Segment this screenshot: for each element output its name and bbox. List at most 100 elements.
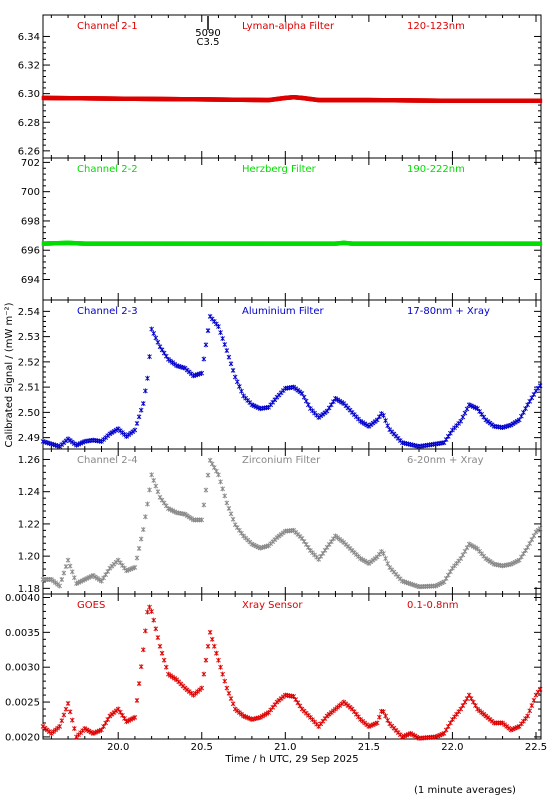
data-point <box>260 713 265 719</box>
data-point <box>136 545 142 551</box>
data-point <box>228 361 234 367</box>
x-tick-label: 22.5 <box>525 742 547 753</box>
data-point <box>188 515 194 521</box>
data-point <box>115 706 121 712</box>
panel-3: 2.49 2.50 2.51 2.52 2.53 2.54 Channel 2-3 Alumi… <box>18 299 543 450</box>
data-point <box>201 356 207 362</box>
filter-label: Herzberg Filter <box>242 164 317 175</box>
data-point <box>159 497 165 503</box>
data-point <box>414 734 420 740</box>
data-point <box>97 577 102 583</box>
data-series <box>40 313 543 449</box>
data-point <box>147 487 152 493</box>
panel-frame <box>42 299 542 450</box>
data-point <box>145 501 150 507</box>
data-point <box>328 402 334 408</box>
data-point <box>523 406 528 412</box>
y-tick-label: 2.52 <box>18 357 40 368</box>
data-point <box>122 715 127 721</box>
data-point <box>383 713 388 719</box>
y-tick-label: 1.20 <box>18 552 40 563</box>
data-point <box>157 494 163 500</box>
data-point <box>69 717 75 723</box>
data-point <box>143 388 148 394</box>
y-tick-label: 702 <box>21 158 40 169</box>
panel-frame <box>42 448 542 595</box>
y-tick-label: 0.0030 <box>5 663 40 674</box>
data-point <box>59 718 65 724</box>
band-label: 0.1-0.8nm <box>407 600 459 611</box>
data-point <box>67 709 73 715</box>
data-point <box>257 714 263 720</box>
y-tick-label: 6.28 <box>18 118 40 129</box>
data-point <box>226 505 232 511</box>
data-point <box>145 609 150 615</box>
data-point <box>140 647 146 653</box>
y-tick-label: 0.0020 <box>5 732 40 743</box>
data-point <box>201 502 207 508</box>
data-point <box>460 414 466 420</box>
data-point <box>143 628 148 634</box>
y-tick-label: 2.50 <box>18 408 40 419</box>
data-point <box>134 697 140 703</box>
data-point <box>462 548 468 554</box>
data-point <box>318 553 324 559</box>
data-point <box>220 671 225 677</box>
y-tick-label: 0.0035 <box>5 628 40 639</box>
data-series <box>40 604 543 741</box>
data-point <box>57 723 63 729</box>
band-label: 190-222nm <box>407 164 465 175</box>
event-number: 5090 <box>195 28 220 39</box>
data-point <box>460 552 466 558</box>
data-point <box>364 422 370 428</box>
data-point <box>224 348 230 354</box>
data-point <box>462 410 468 416</box>
data-point <box>94 575 100 581</box>
data-point <box>299 535 305 541</box>
data-point <box>448 430 453 436</box>
data-point <box>305 402 311 408</box>
data-point <box>170 674 175 680</box>
data-point <box>539 241 543 246</box>
y-tick-label: 1.24 <box>18 487 40 498</box>
data-point <box>205 643 211 649</box>
data-point <box>381 412 386 418</box>
data-point <box>234 525 240 531</box>
data-point <box>163 664 169 670</box>
flare-event-marker: 5090 C3.5 <box>195 16 221 48</box>
data-point <box>531 533 537 539</box>
data-point <box>358 418 363 424</box>
data-point <box>72 575 77 581</box>
filter-label: Aluminium Filter <box>242 306 325 317</box>
data-point <box>464 406 470 412</box>
data-point <box>90 572 96 578</box>
data-point <box>84 727 90 733</box>
data-point <box>92 574 98 580</box>
data-point <box>464 545 470 551</box>
y-tick-label: 698 <box>21 216 40 227</box>
data-point <box>149 472 154 478</box>
data-point <box>293 697 299 703</box>
data-point <box>383 556 388 562</box>
data-point <box>228 511 234 517</box>
data-point <box>222 493 228 499</box>
data-point <box>527 708 533 714</box>
data-point <box>161 500 167 506</box>
y-tick-label: 696 <box>21 246 40 257</box>
data-point <box>539 98 543 103</box>
x-tick-label: 20.0 <box>107 742 129 753</box>
data-point <box>237 527 242 533</box>
data-point <box>333 395 338 401</box>
data-point <box>299 390 305 396</box>
data-point <box>159 347 165 353</box>
data-point <box>159 650 165 656</box>
data-point <box>239 388 244 394</box>
data-point <box>326 541 332 547</box>
data-point <box>237 383 242 389</box>
data-point <box>120 712 125 718</box>
data-point <box>199 517 205 523</box>
data-point <box>537 526 543 532</box>
data-point <box>172 675 177 681</box>
channel-label: GOES <box>77 600 105 611</box>
